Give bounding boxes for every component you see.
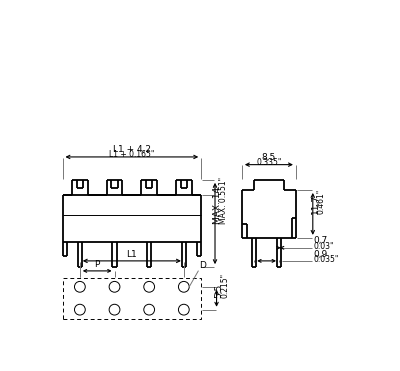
- Text: 5,5: 5,5: [214, 284, 223, 298]
- Text: MAX. 14: MAX. 14: [213, 186, 222, 224]
- Text: 0.461": 0.461": [317, 189, 326, 214]
- Text: 0.03": 0.03": [314, 242, 334, 251]
- Text: 8,5: 8,5: [262, 152, 276, 161]
- Text: MAX. 0.551": MAX. 0.551": [219, 177, 228, 224]
- Text: 0,9: 0,9: [314, 250, 328, 259]
- Text: P: P: [94, 260, 100, 269]
- Text: 0.335": 0.335": [256, 158, 282, 167]
- Text: 0,7: 0,7: [314, 236, 328, 246]
- Text: L1: L1: [126, 250, 137, 259]
- Text: 11,7: 11,7: [311, 194, 320, 214]
- Text: 0.215": 0.215": [220, 273, 230, 298]
- Text: L1 + 4,2: L1 + 4,2: [113, 145, 151, 154]
- Text: D: D: [199, 261, 206, 270]
- Text: 0.035": 0.035": [314, 255, 339, 264]
- Text: L1 + 0.165": L1 + 0.165": [109, 150, 154, 159]
